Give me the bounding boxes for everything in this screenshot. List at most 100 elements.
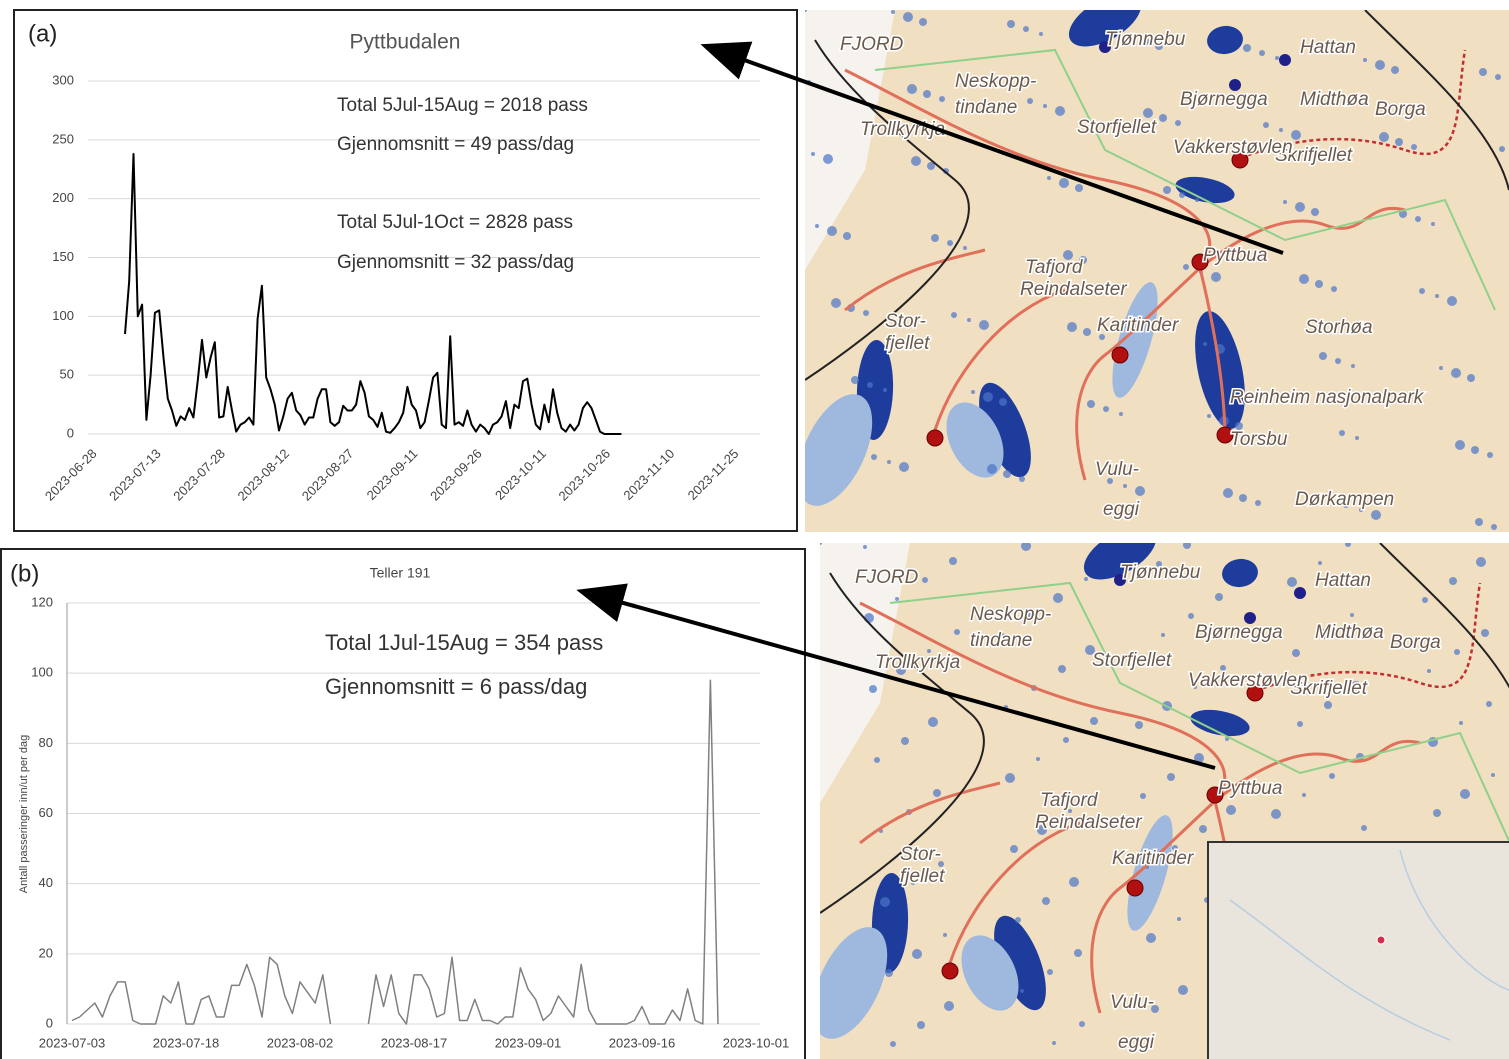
pond [1297,721,1303,727]
pond [1449,577,1457,585]
pond [1223,488,1233,498]
pond [1499,146,1505,152]
pond [823,154,833,164]
pond [827,226,837,236]
pond [1451,368,1461,378]
map-label: Bjørnegga [1180,89,1268,110]
pond [885,969,893,977]
inset-pin [1377,936,1385,944]
pond [1239,494,1247,502]
map-label: Vulu- [1110,992,1154,1013]
pond [803,8,807,12]
pond [1211,272,1221,282]
pond [899,462,909,472]
pond [1063,737,1069,743]
pond [917,1021,925,1029]
map-label: Karitinder [1097,315,1179,336]
pond [867,382,873,388]
annotation: Total 5Jul-1Oct = 2828 pass [337,212,573,233]
pond [1351,364,1355,368]
pond [1350,613,1354,617]
pond [1299,274,1309,284]
pond [1183,541,1191,549]
pond [1079,1021,1085,1027]
map-label: Tafjord [1040,790,1099,811]
pond [1027,98,1033,104]
y-tick-label: 0 [46,1015,53,1030]
pond [1259,50,1265,56]
pond [1263,122,1269,128]
pond [1415,216,1421,222]
pond [1271,809,1281,819]
map-label: Trollkyrkja [860,119,945,140]
pond [907,84,917,94]
pond [1481,629,1489,637]
pond [863,310,869,316]
map-label: Karitinder [1112,848,1194,869]
pond [815,224,819,228]
figure: FJORD Tjønnebu Hattan Neskopp-tindane Trollk… [0,0,1509,1059]
pond [1379,132,1389,142]
pond [1203,342,1207,346]
pond [1439,366,1443,370]
pond [1311,208,1319,216]
pond [818,541,822,545]
pond [863,545,867,549]
map-label: FJORD [840,34,904,55]
pond [1119,412,1123,416]
pond [1053,593,1063,603]
pond [951,312,957,318]
pond [1433,809,1441,817]
pond [1140,793,1146,799]
pond [1302,793,1306,797]
y-tick-label: 120 [31,594,53,609]
map-label: fjellet [900,866,945,887]
map-label: tindane [970,630,1032,651]
pond [983,392,993,402]
y-tick-label: 150 [52,249,74,264]
map-label: Storfjellet [1092,650,1172,671]
pond [1491,773,1495,777]
pond [1395,138,1403,146]
pond [1103,406,1109,412]
annotation: Gjennomsnitt = 49 pass/dag [337,134,574,155]
counter-red [1127,880,1143,896]
pond [1435,294,1439,298]
pond [1183,264,1189,270]
pond [1036,757,1040,761]
pond [1255,500,1261,506]
pond [919,18,927,26]
x-tick-label: 2023-10-01 [723,1035,790,1050]
pond [1454,649,1460,655]
y-tick-label: 200 [52,190,74,205]
pond [1195,198,1199,202]
pond [1319,352,1327,360]
map-label: Neskopp- [970,604,1051,625]
map-label: Tjønnebu [1105,29,1186,50]
pond [1146,933,1156,943]
pond [947,240,953,246]
map-label: Reinheim nasjonalpark [1230,387,1425,408]
map-label: Hattan [1300,37,1356,58]
pond [1055,106,1065,116]
pond [890,1041,896,1047]
pond [1375,60,1385,70]
counter-red [927,430,943,446]
pond [1047,176,1051,180]
pond [1459,721,1463,725]
pond [1467,374,1475,382]
pond [928,717,938,727]
pond [1371,510,1381,520]
pond [1339,430,1345,436]
map-label: Midthøa [1300,89,1369,110]
pond [1207,414,1211,418]
map-label: Hattan [1315,570,1371,591]
map-label: Dørkampen [1295,489,1394,510]
map-label: tindane [955,97,1017,118]
pond [923,90,931,98]
pond [1052,1041,1056,1045]
pond [1324,701,1332,709]
pond [1003,470,1011,478]
map-label: Vakkerstøvlen [1173,137,1293,158]
